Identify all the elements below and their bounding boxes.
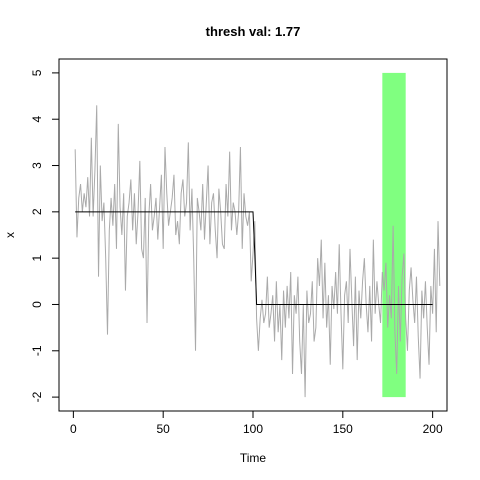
x-tick-label: 200 [423,422,443,436]
x-axis-label: Time [240,451,267,465]
x-tick-label: 50 [157,422,171,436]
highlight-region [382,72,406,398]
y-tick-label: -1 [30,345,44,356]
y-tick-label: 3 [30,162,44,169]
y-axis: -2 -1 0 1 2 3 4 5 [30,69,60,402]
series-line-data [74,105,441,398]
plot-area [74,72,441,398]
x-tick-label: 0 [70,422,77,436]
y-tick-label: 2 [30,208,44,215]
y-axis-label: x [3,232,17,238]
x-tick-label: 100 [243,422,263,436]
y-tick-label: 1 [30,255,44,262]
chart-title: thresh val: 1.77 [206,24,301,39]
y-tick-label: 5 [30,69,44,76]
x-tick-label: 150 [333,422,353,436]
series-line-step [75,211,433,305]
x-axis: 0 50 100 150 200 [70,410,443,436]
y-tick-label: 0 [30,301,44,308]
y-tick-label: 4 [30,116,44,123]
y-tick-label: -2 [30,391,44,402]
